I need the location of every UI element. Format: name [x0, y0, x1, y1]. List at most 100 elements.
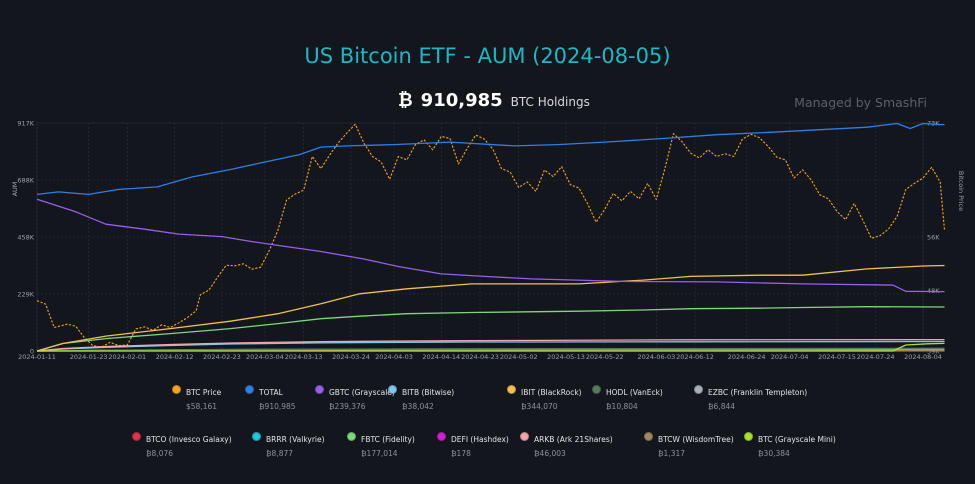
legend-item-btc-grayscale-mini[interactable]: BTC (Grayscale Mini) ₿30,384 [744, 427, 836, 458]
x-tick-label: 2024-04-03 [375, 353, 413, 361]
legend-amount: ₿239,376 [329, 402, 366, 411]
series-line-total [36, 122, 945, 196]
legend-name: ARKB (Ark 21Shares) [534, 435, 613, 444]
legend-dot-icon [132, 432, 141, 441]
chart-title: US Bitcoin ETF - AUM (2024-08-05) [304, 44, 671, 68]
legend-amount: ₿10,804 [606, 402, 638, 411]
y-tick-label: 229K [17, 291, 34, 299]
y-axis-title: AUM [11, 182, 19, 197]
x-tick-label: 2024-08-04 [904, 353, 942, 361]
x-tick-label: 2024-04-23 [461, 353, 499, 361]
holdings-label: BTC Holdings [510, 95, 590, 109]
legend-dot-icon [644, 432, 653, 441]
series-line-ibit-blackrock [36, 264, 945, 352]
legend-item-ezbc-franklin-templeton[interactable]: EZBC (Franklin Templeton) ₿6,844 [694, 380, 807, 411]
legend-dot-icon [315, 385, 324, 394]
legend-dot-icon [744, 432, 753, 441]
x-tick-label: 2024-06-12 [676, 353, 714, 361]
legend-item-btcw-wisdomtree[interactable]: BTCW (WisdomTree) ₿1,317 [644, 427, 734, 458]
legend-item-gbtc-grayscale[interactable]: GBTC (Grayscale) ₿239,376 [315, 380, 395, 411]
x-tick-label: 2024-03-24 [332, 353, 370, 361]
managed-by-watermark: Managed by SmashFi [794, 95, 927, 110]
legend-name: TOTAL [259, 388, 283, 397]
legend-name: BTC (Grayscale Mini) [758, 435, 836, 444]
legend-name: GBTC (Grayscale) [329, 388, 395, 397]
legend-amount: $58,161 [186, 402, 218, 411]
series-line-arkb-ark-21shares [36, 338, 945, 352]
x-tick-label: 2024-07-04 [771, 353, 809, 361]
legend-dot-icon [507, 385, 516, 394]
legend-dot-icon [592, 385, 601, 394]
series-line-fbtc-fidelity [36, 306, 945, 352]
legend-name: FBTC (Fidelity) [361, 435, 415, 444]
y-tick-label: 458K [17, 234, 34, 242]
x-tick-label: 2024-03-13 [285, 353, 323, 361]
x-tick-label: 2024-02-23 [203, 353, 241, 361]
legend-name: BTC Price [186, 388, 222, 397]
legend-dot-icon [245, 385, 254, 394]
x-tick-label: 2024-06-24 [728, 353, 766, 361]
legend-item-hodl-vaneck[interactable]: HODL (VanEck) ₿10,804 [592, 380, 663, 411]
legend-dot-icon [347, 432, 356, 441]
legend-item-defi-hashdex[interactable]: DEFI (Hashdex) ₿178 [437, 427, 509, 458]
x-tick-label: 2024-06-03 [637, 353, 675, 361]
legend-item-bitb-bitwise[interactable]: BITB (Bitwise) ₿38,042 [388, 380, 454, 411]
legend-item-btco-invesco-galaxy[interactable]: BTCO (Invesco Galaxy) ₿8,076 [132, 427, 232, 458]
series-line-btc-grayscale-mini [37, 342, 945, 352]
x-tick-label: 2024-07-15 [818, 353, 856, 361]
legend-amount: ₿8,877 [266, 449, 294, 458]
y2-tick-label: 56K [927, 234, 940, 242]
legend-dot-icon [388, 385, 397, 394]
legend-amount: ₿1,317 [658, 449, 686, 458]
legend-amount: ₿8,076 [146, 449, 174, 458]
bitcoin-symbol-icon: ₿ [398, 90, 413, 111]
y-tick-label: 688K [17, 177, 34, 185]
legend-name: HODL (VanEck) [606, 388, 663, 397]
legend-amount: ₿910,985 [259, 402, 296, 411]
legend-name: DEFI (Hashdex) [451, 435, 509, 444]
legend-dot-icon [520, 432, 529, 441]
legend-name: IBIT (BlackRock) [521, 388, 582, 397]
legend-item-arkb-ark-21shares[interactable]: ARKB (Ark 21Shares) ₿46,003 [520, 427, 613, 458]
x-tick-label: 2024-02-01 [108, 353, 146, 361]
y-tick-label: 0 [30, 348, 34, 356]
x-tick-label: 2024-01-23 [70, 353, 108, 361]
series-line-gbtc-grayscale [36, 198, 945, 293]
legend-amount: ₿46,003 [534, 449, 566, 458]
legend-amount: ₿178 [451, 449, 471, 458]
legend-name: BRRR (Valkyrie) [266, 435, 325, 444]
x-tick-label: 2024-04-14 [422, 353, 460, 361]
grid-lines [36, 122, 924, 352]
legend-name: BITB (Bitwise) [402, 388, 455, 397]
legend-name: EZBC (Franklin Templeton) [708, 388, 808, 397]
legend-item-brrr-valkyrie[interactable]: BRRR (Valkyrie) ₿8,877 [252, 427, 325, 458]
x-tick-label: 2024-07-24 [857, 353, 895, 361]
legend-amount: ₿177,014 [361, 449, 398, 458]
legend-name: BTCW (WisdomTree) [658, 435, 734, 444]
y-tick-label: 917K [17, 120, 34, 128]
legend-item-btc-price[interactable]: BTC Price $58,161 [172, 380, 221, 411]
y2-axis-title: Bitcoin Price [957, 171, 965, 211]
legend-item-total[interactable]: TOTAL ₿910,985 [245, 380, 296, 411]
holdings-value: 910,985 [420, 90, 503, 111]
series-line-btc-price [36, 123, 946, 348]
x-tick-label: 2024-03-04 [246, 353, 284, 361]
legend-dot-icon [694, 385, 703, 394]
legend-dot-icon [252, 432, 261, 441]
legend-item-fbtc-fidelity[interactable]: FBTC (Fidelity) ₿177,014 [347, 427, 415, 458]
holdings-summary: ₿ 910,985 BTC Holdings [398, 90, 590, 111]
x-tick-label: 2024-05-02 [500, 353, 538, 361]
legend-amount: ₿6,844 [708, 402, 736, 411]
legend-amount: ₿344,070 [521, 402, 558, 411]
legend-item-ibit-blackrock[interactable]: IBIT (BlackRock) ₿344,070 [507, 380, 582, 411]
x-tick-label: 2024-05-13 [547, 353, 585, 361]
x-tick-label: 2024-02-12 [156, 353, 194, 361]
legend-amount: ₿38,042 [402, 402, 434, 411]
legend-dot-icon [172, 385, 181, 394]
legend-dot-icon [437, 432, 446, 441]
x-tick-label: 2024-01-11 [18, 353, 56, 361]
x-tick-label: 2024-05-22 [586, 353, 624, 361]
